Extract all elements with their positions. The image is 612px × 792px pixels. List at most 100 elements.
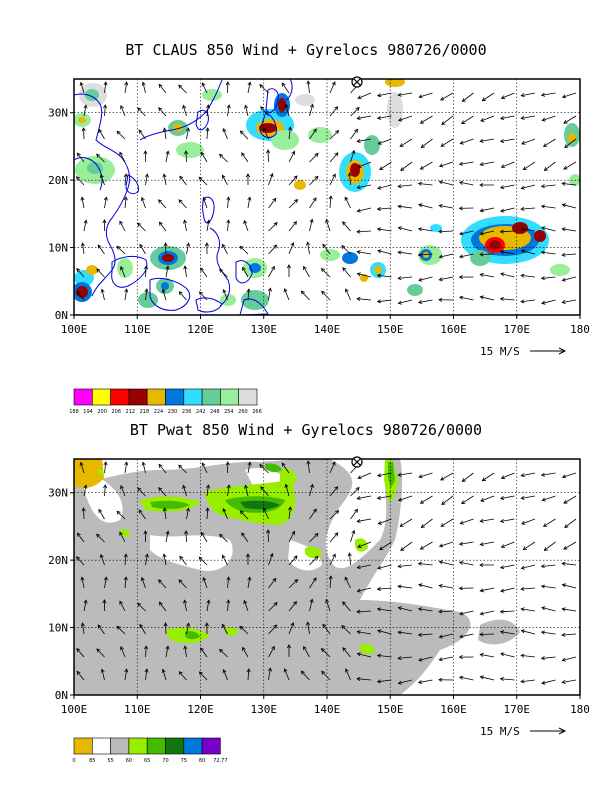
wind-arrow (241, 152, 249, 163)
wind-arrow (349, 173, 351, 186)
wind-arrow (309, 219, 313, 232)
wind-arrow (104, 197, 107, 209)
wind-arrow (379, 541, 392, 550)
wind-arrow (288, 242, 294, 255)
wind-arrow (459, 253, 474, 258)
wind-arrow (307, 81, 310, 94)
colorbar-swatch (92, 388, 111, 406)
wind-arrow (142, 82, 146, 94)
reference-vector-arrow (530, 727, 567, 735)
wind-arrow (562, 228, 577, 232)
wind-arrow (178, 199, 187, 209)
wind-arrow (398, 656, 413, 659)
wind-arrow (307, 622, 310, 635)
wind-arrow (344, 197, 351, 209)
wind-arrow (562, 183, 577, 186)
wind-arrow (564, 138, 577, 148)
wind-arrow (288, 555, 298, 566)
wind-vectors (76, 80, 577, 305)
wind-arrow (145, 669, 148, 681)
wind-arrow (165, 151, 169, 163)
wind-arrow (357, 495, 372, 499)
wind-arrow (562, 204, 577, 209)
colorbar-swatch (165, 388, 185, 406)
wind-arrow (179, 176, 187, 186)
wind-arrow (288, 199, 298, 209)
wind-arrow (158, 464, 167, 474)
gridlines (74, 79, 580, 315)
wind-arrow (83, 105, 87, 117)
wind-arrow (420, 495, 433, 504)
x-tick-label: 130E (251, 323, 278, 336)
wind-arrow (268, 222, 278, 232)
wind-arrow (309, 556, 319, 566)
wind-arrow (400, 161, 413, 171)
wind-arrow (480, 273, 495, 278)
colorbar-label: 248 (210, 409, 220, 415)
wind-arrow (439, 205, 454, 209)
wind-arrow (206, 220, 210, 232)
map-panel-pwat: 100E 110E 120E 130E 140E 150E 160E 170E 180 0N 10N… (48, 456, 590, 764)
wind-arrow (285, 484, 290, 497)
wind-arrow (377, 654, 392, 658)
wind-arrow (206, 507, 209, 520)
wind-arrow (116, 131, 126, 140)
wind-arrow (480, 653, 495, 658)
x-tick-label: 100E (61, 323, 88, 336)
wind-arrow (350, 530, 355, 543)
wind-arrow (96, 648, 105, 658)
wind-arrow (198, 556, 208, 566)
wind-arrow (500, 495, 515, 499)
wind-arrow (178, 579, 187, 589)
wind-arrow (268, 602, 278, 612)
wind-arrow (523, 541, 536, 551)
colorbar-label: 80 (199, 758, 205, 764)
wind-arrow (138, 509, 146, 520)
wind-arrow (418, 228, 433, 232)
wind-arrow (243, 220, 249, 232)
circle-x-icon (351, 76, 363, 88)
wind-arrow (325, 599, 331, 612)
wind-arrow (206, 600, 210, 612)
colorbar-swatch (92, 737, 111, 755)
wind-arrow (120, 485, 126, 497)
wind-arrow (541, 564, 556, 567)
x-tick-label: 110E (124, 323, 151, 336)
wind-arrow (137, 602, 146, 612)
wind-arrow (342, 267, 351, 278)
wind-arrow (259, 464, 269, 474)
wind-arrow (96, 533, 105, 543)
wind-arrow (345, 668, 351, 681)
wind-arrow (164, 508, 167, 520)
wind-arrow (439, 633, 454, 638)
wind-arrow (124, 174, 127, 186)
wind-arrow (398, 607, 413, 612)
wind-arrow (179, 556, 187, 566)
wind-arrow (329, 554, 336, 566)
wind-arrow (221, 244, 228, 255)
wind-arrow (227, 600, 229, 612)
wind-arrow (398, 679, 413, 684)
wind-arrow (309, 508, 317, 520)
colorbar-label: 236 (182, 409, 192, 415)
wind-arrow (562, 608, 577, 612)
y-tick-label: 20N (48, 174, 68, 187)
wind-arrow (301, 670, 310, 681)
y-tick-label: 10N (48, 242, 68, 255)
wind-arrow (541, 679, 556, 684)
wind-arrow (98, 129, 105, 140)
wind-arrow (480, 161, 495, 166)
colorbar-label: 218 (140, 409, 150, 415)
wind-arrow (521, 250, 536, 255)
wind-arrow (116, 511, 126, 520)
wind-arrow (309, 599, 313, 612)
wind-arrow (247, 197, 251, 209)
wind-arrow (357, 230, 372, 233)
wind-arrow (124, 462, 128, 474)
reference-vector-arrow (530, 347, 567, 355)
wind-arrow (357, 678, 372, 681)
wind-arrow (399, 518, 413, 527)
wind-arrow (342, 601, 351, 612)
wind-arrow (321, 648, 331, 658)
wind-arrow (76, 176, 85, 186)
